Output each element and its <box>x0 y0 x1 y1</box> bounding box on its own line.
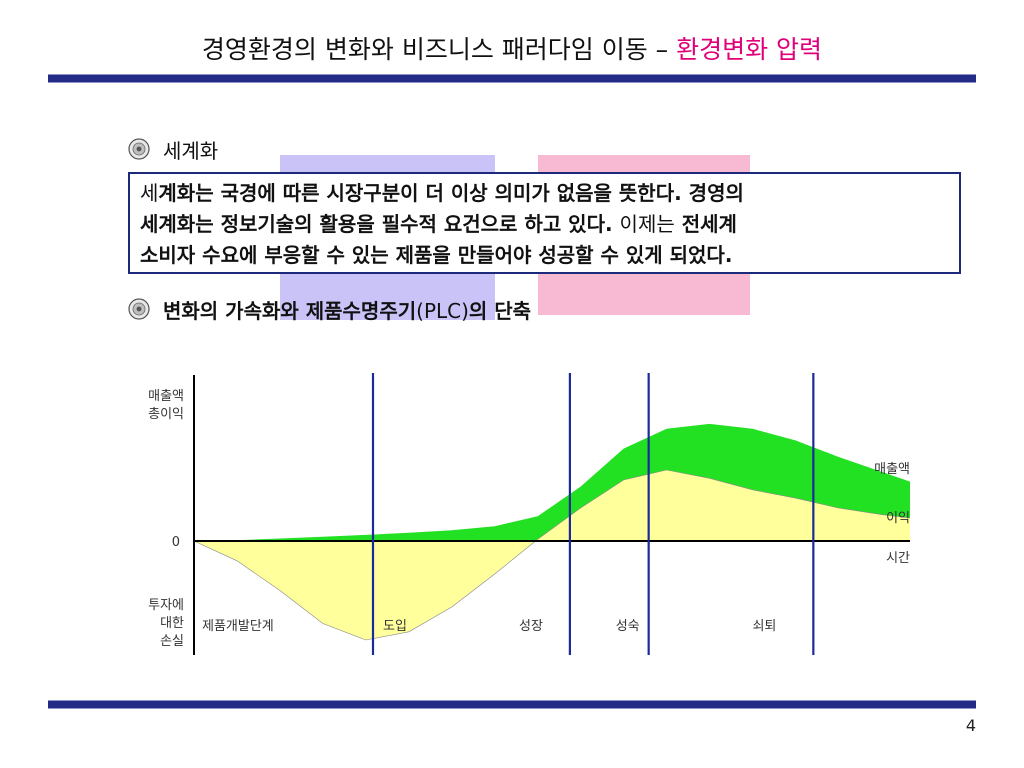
profit-curve <box>193 469 911 641</box>
phase-label: 성장 <box>519 619 543 634</box>
x-axis-label: 시간 <box>886 551 910 566</box>
bullet-plc-abbr: (PLC) <box>416 299 469 323</box>
phase-dividers <box>371 373 815 655</box>
page-number: 4 <box>965 716 976 735</box>
title-main: 경영환경의 변화와 비즈니스 패러다임 이동 – <box>201 35 677 64</box>
title-divider <box>48 74 976 83</box>
callout-line-3: 소비자 수요에 부응할 수 있는 제품을 만들어야 성공할 수 있게 되었다. <box>140 243 733 267</box>
slide-title: 경영환경의 변화와 비즈니스 패러다임 이동 – 환경변화 압력 <box>0 30 1024 66</box>
series-label-profit: 이익 <box>886 511 910 526</box>
callout-line-2-mid: 이제는 <box>619 212 675 236</box>
series-label-sales: 매출액 <box>874 462 910 477</box>
y-label-zero: 0 <box>172 535 180 550</box>
phase-label: 성숙 <box>616 619 640 634</box>
y-label-line: 손실 <box>160 634 184 649</box>
y-label-line: 대한 <box>160 616 184 631</box>
bullet-globalization: 세계화 <box>163 139 219 163</box>
y-label-line: 투자에 <box>148 598 184 613</box>
globalization-callout: 세계화는 국경에 따른 시장구분이 더 이상 의미가 없음을 뜻한다. 경영의 … <box>128 172 961 274</box>
callout-line-2-start: 세계화는 정보기술의 활용을 필수적 요건으로 하고 있다. <box>140 212 620 236</box>
callout-line-2-end: 전세계 <box>674 212 737 236</box>
phase-label: 제품개발단계 <box>202 619 274 634</box>
bullet-plc-main: 변화의 가속화와 제품수명주기 <box>163 299 417 323</box>
bullet-plc: 변화의 가속화와 제품수명주기(PLC)의 단축 <box>163 295 531 324</box>
y-label-line: 총이익 <box>148 407 184 422</box>
callout-line-1: 세계화는 국경에 따른 시장구분이 더 이상 의미가 없음을 뜻한다. 경영의 <box>140 178 959 209</box>
y-label-line: 매출액 <box>148 389 184 404</box>
callout-line-1-rest: 계화는 국경에 따른 시장구분이 더 이상 의미가 없음을 뜻한다. 경영의 <box>158 181 744 205</box>
phase-label: 도입 <box>383 619 407 634</box>
bullet-plc-end: 의 단축 <box>468 299 532 323</box>
disc-bullet-icon <box>128 138 150 160</box>
footer-divider <box>48 700 976 709</box>
phase-label: 쇠퇴 <box>752 619 776 634</box>
callout-line-2: 세계화는 정보기술의 활용을 필수적 요건으로 하고 있다. 이제는 전세계 <box>140 209 959 240</box>
disc-bullet-icon <box>128 298 150 320</box>
callout-line-1-start: 세 <box>140 181 159 205</box>
title-highlight: 환경변화 압력 <box>676 35 823 64</box>
phase-labels: 제품개발단계 도입 성장 성숙 쇠퇴 <box>202 619 776 634</box>
